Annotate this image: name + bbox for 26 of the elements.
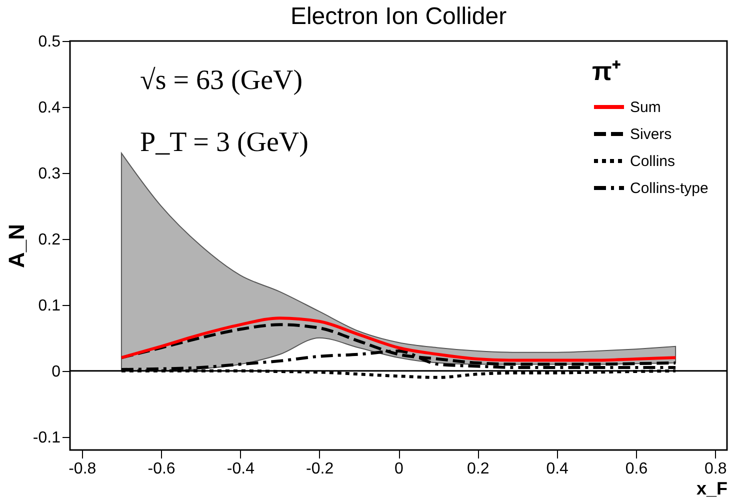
y-tick-label: -0.1	[32, 429, 61, 446]
y-tick-label: 0.5	[38, 34, 61, 50]
y-tick-label: 0.4	[38, 99, 61, 116]
legend-label: Sivers	[630, 126, 672, 143]
x-tick-label: -0.6	[148, 460, 176, 478]
y-axis-title: A_N	[4, 224, 29, 268]
chart-title: Electron Ion Collider	[290, 3, 507, 30]
y-tick-label: 0.1	[38, 297, 61, 314]
x-tick-label: 0.8	[704, 460, 727, 478]
y-tick-label: 0.3	[38, 165, 61, 182]
x-tick-label: 0.4	[546, 460, 569, 478]
legend-label: Sum	[630, 99, 661, 116]
annotation: √s = 63 (GeV)	[140, 65, 303, 96]
legend-title: π⁺	[592, 56, 621, 86]
y-tick-label: 0.2	[38, 231, 61, 248]
x-tick-label: -0.4	[226, 460, 255, 478]
x-tick-label: 0	[394, 460, 404, 478]
annotation: P_T = 3 (GeV)	[140, 127, 308, 158]
x-tick-label: 0.6	[625, 460, 648, 478]
x-tick-label: 0.2	[467, 460, 490, 478]
y-tick-label: 0	[52, 363, 61, 380]
x-axis-title: x_F	[696, 478, 728, 498]
x-tick-label: -0.2	[306, 460, 334, 478]
legend-label: Collins	[630, 153, 676, 170]
legend-label: Collins-type	[630, 180, 708, 197]
x-tick-label: -0.8	[68, 460, 96, 478]
